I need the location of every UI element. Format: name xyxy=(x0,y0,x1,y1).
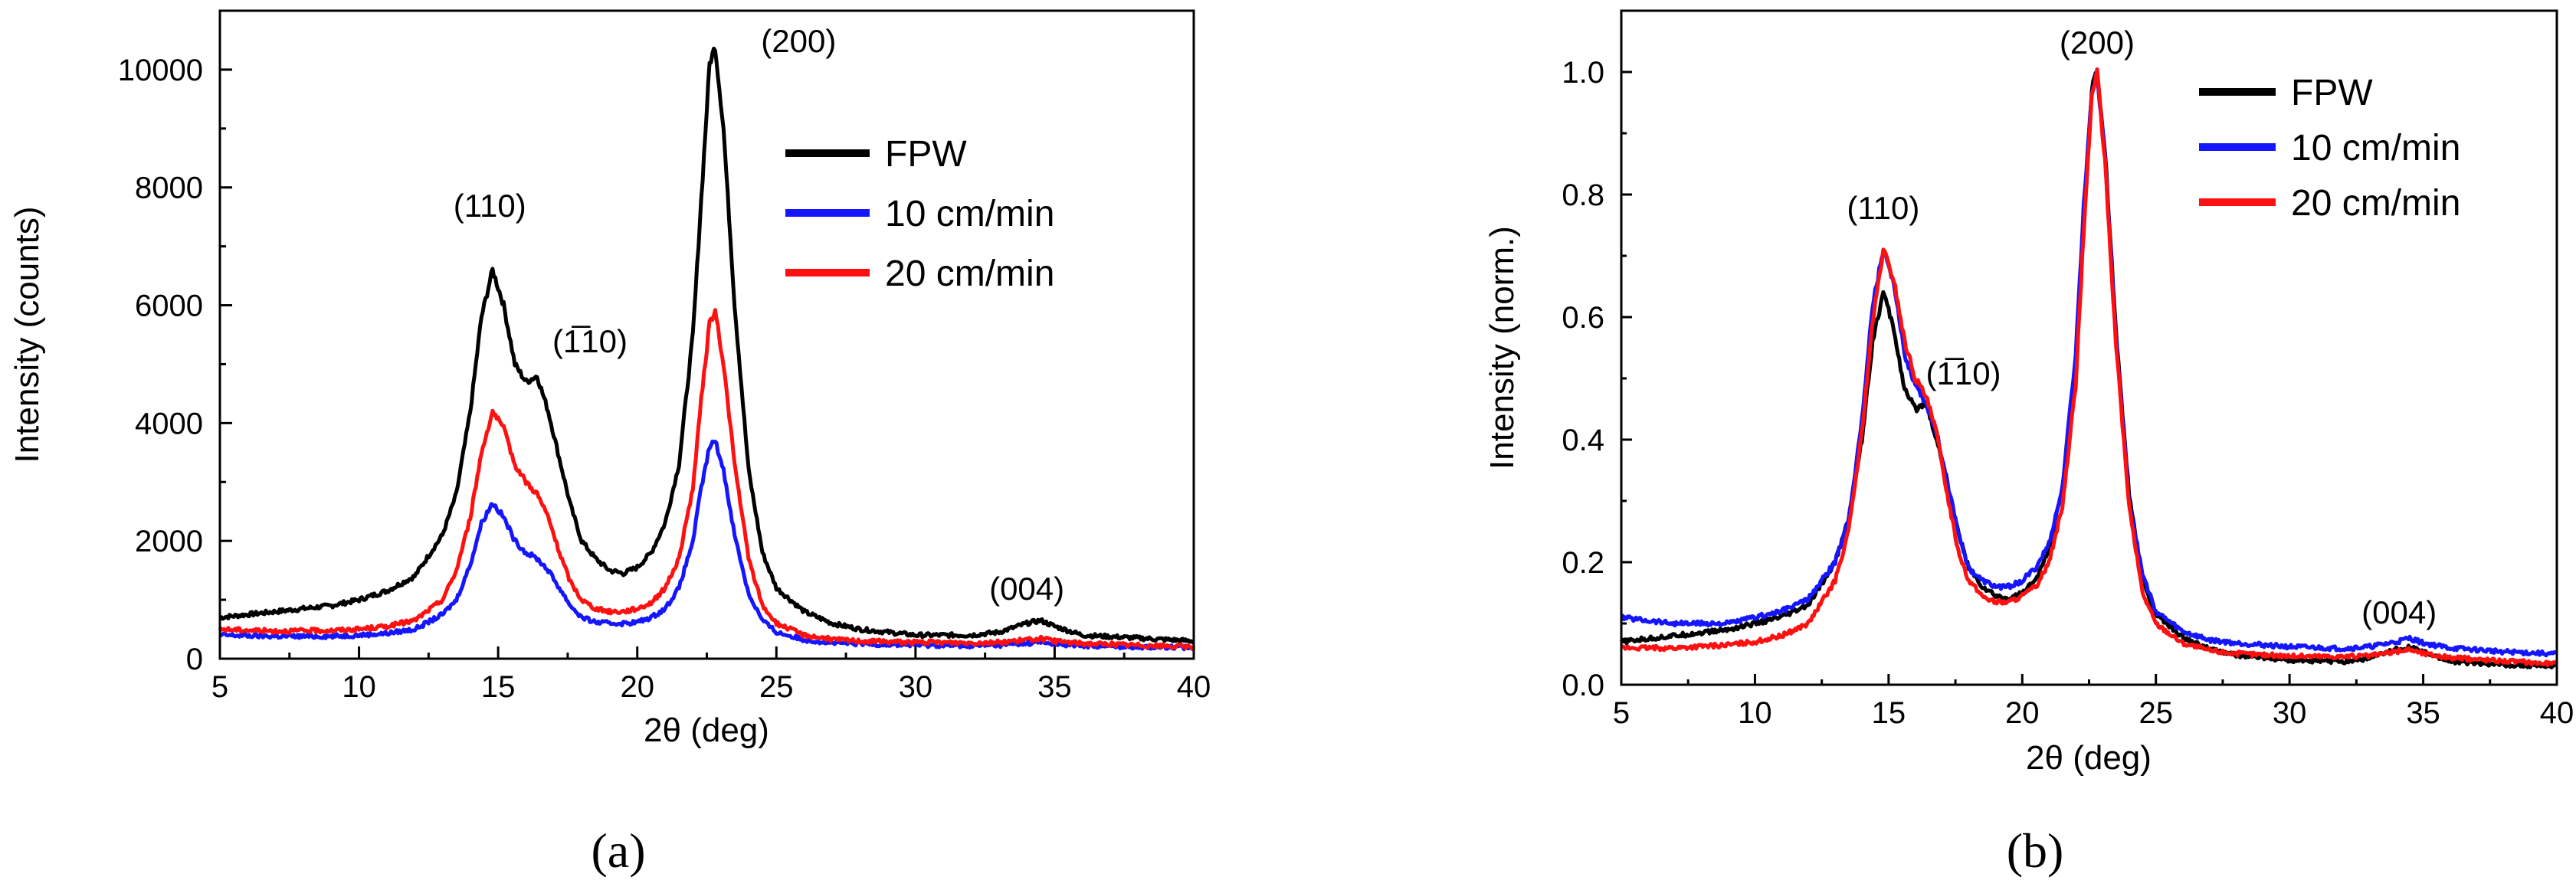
y-axis-title-a: Intensity (counts) xyxy=(8,206,46,463)
y-tick-label: 2000 xyxy=(135,525,203,558)
x-tick-label: 5 xyxy=(1613,696,1630,730)
x-tick-label: 25 xyxy=(759,670,794,704)
panel-label-a: (a) xyxy=(591,823,645,878)
y-tick-label: 0.6 xyxy=(1562,301,1604,335)
x-tick-label: 20 xyxy=(620,670,654,704)
legend-b: FPW 10 cm/min 20 cm/min xyxy=(2199,73,2460,224)
x-tick-label: 10 xyxy=(342,670,376,704)
annotations-b: (200) (110) (1̅10) (004) xyxy=(1847,25,2437,630)
x-tick-label: 5 xyxy=(211,670,228,704)
legend-label: 20 cm/min xyxy=(885,254,1054,294)
peak-label: (004) xyxy=(2361,594,2437,630)
series-line-10-cm-min-a xyxy=(218,439,1196,652)
plot-area-a xyxy=(218,46,1196,652)
x-tick-label: 40 xyxy=(1177,670,1211,704)
x-tick-label: 15 xyxy=(481,670,516,704)
chart-panel-b: 5 10 15 20 25 30 35 400.00.20.40.60.81.0 (200)(… xyxy=(1483,9,2574,878)
ticks-b: 5 10 15 20 25 30 35 40 0.0 0.2 0.4 0.6 0.8 1.0 xyxy=(1562,9,2574,730)
plot-area-b xyxy=(1619,67,2558,669)
peak-label: (1̅10) xyxy=(552,323,628,359)
peak-label: (1̅10) xyxy=(1926,355,2001,391)
annotations-a: (200) (110) (1̅10) (004) xyxy=(454,23,1064,607)
peak-label: (200) xyxy=(2060,25,2135,61)
y-tick-label: 0.4 xyxy=(1562,424,1604,457)
x-axis-title-a: 2θ (deg) xyxy=(644,712,769,749)
y-tick-label: 1.0 xyxy=(1562,56,1604,90)
peak-label: (200) xyxy=(761,23,836,59)
peak-label: (110) xyxy=(1847,190,1919,226)
x-tick-label: 30 xyxy=(2273,696,2307,730)
legend-label: 10 cm/min xyxy=(2291,128,2460,169)
y-tick-label: 8000 xyxy=(135,172,203,205)
x-tick-label: 30 xyxy=(899,670,933,704)
peak-label: (110) xyxy=(454,188,526,224)
y-tick-label: 0.0 xyxy=(1562,669,1604,702)
legend-a: FPW 10 cm/min 20 cm/min xyxy=(785,134,1054,294)
legend-label: FPW xyxy=(885,134,967,175)
y-axis-title-b: Intensity (norm.) xyxy=(1483,226,1521,470)
y-tick-label: 0.8 xyxy=(1562,178,1604,212)
peak-label: (004) xyxy=(989,571,1064,607)
y-tick-label: 10000 xyxy=(118,54,203,87)
legend-label: FPW xyxy=(2291,73,2373,113)
chart-panel-a: 5 10 15 20 25 30 35 40 0 2000 4000 6000 8000 10000 (2… xyxy=(8,9,1211,878)
x-tick-label: 20 xyxy=(2005,696,2040,730)
y-tick-label: 0.2 xyxy=(1562,546,1604,580)
x-tick-label: 35 xyxy=(1037,670,1072,704)
y-tick-label: 4000 xyxy=(135,407,203,440)
x-tick-label: 15 xyxy=(1872,696,1906,730)
x-tick-label: 25 xyxy=(2138,696,2173,730)
legend-label: 10 cm/min xyxy=(885,194,1054,234)
series-line-20-cm-min-a xyxy=(218,308,1196,651)
panel-label-b: (b) xyxy=(2007,823,2064,878)
x-tick-label: 40 xyxy=(2540,696,2574,730)
x-tick-label: 35 xyxy=(2406,696,2440,730)
ticks-a: 5 10 15 20 25 30 35 40 0 2000 4000 6000 8000 10000 xyxy=(118,54,1211,704)
y-tick-label: 0 xyxy=(186,643,203,676)
x-axis-title-b: 2θ (deg) xyxy=(2026,739,2152,777)
x-tick-label: 10 xyxy=(1738,696,1772,730)
legend-label: 20 cm/min xyxy=(2291,183,2460,224)
series-line-fpw-a xyxy=(219,46,1195,645)
y-tick-label: 6000 xyxy=(135,290,203,323)
series-line-20-cm-min-b xyxy=(1620,67,2558,667)
